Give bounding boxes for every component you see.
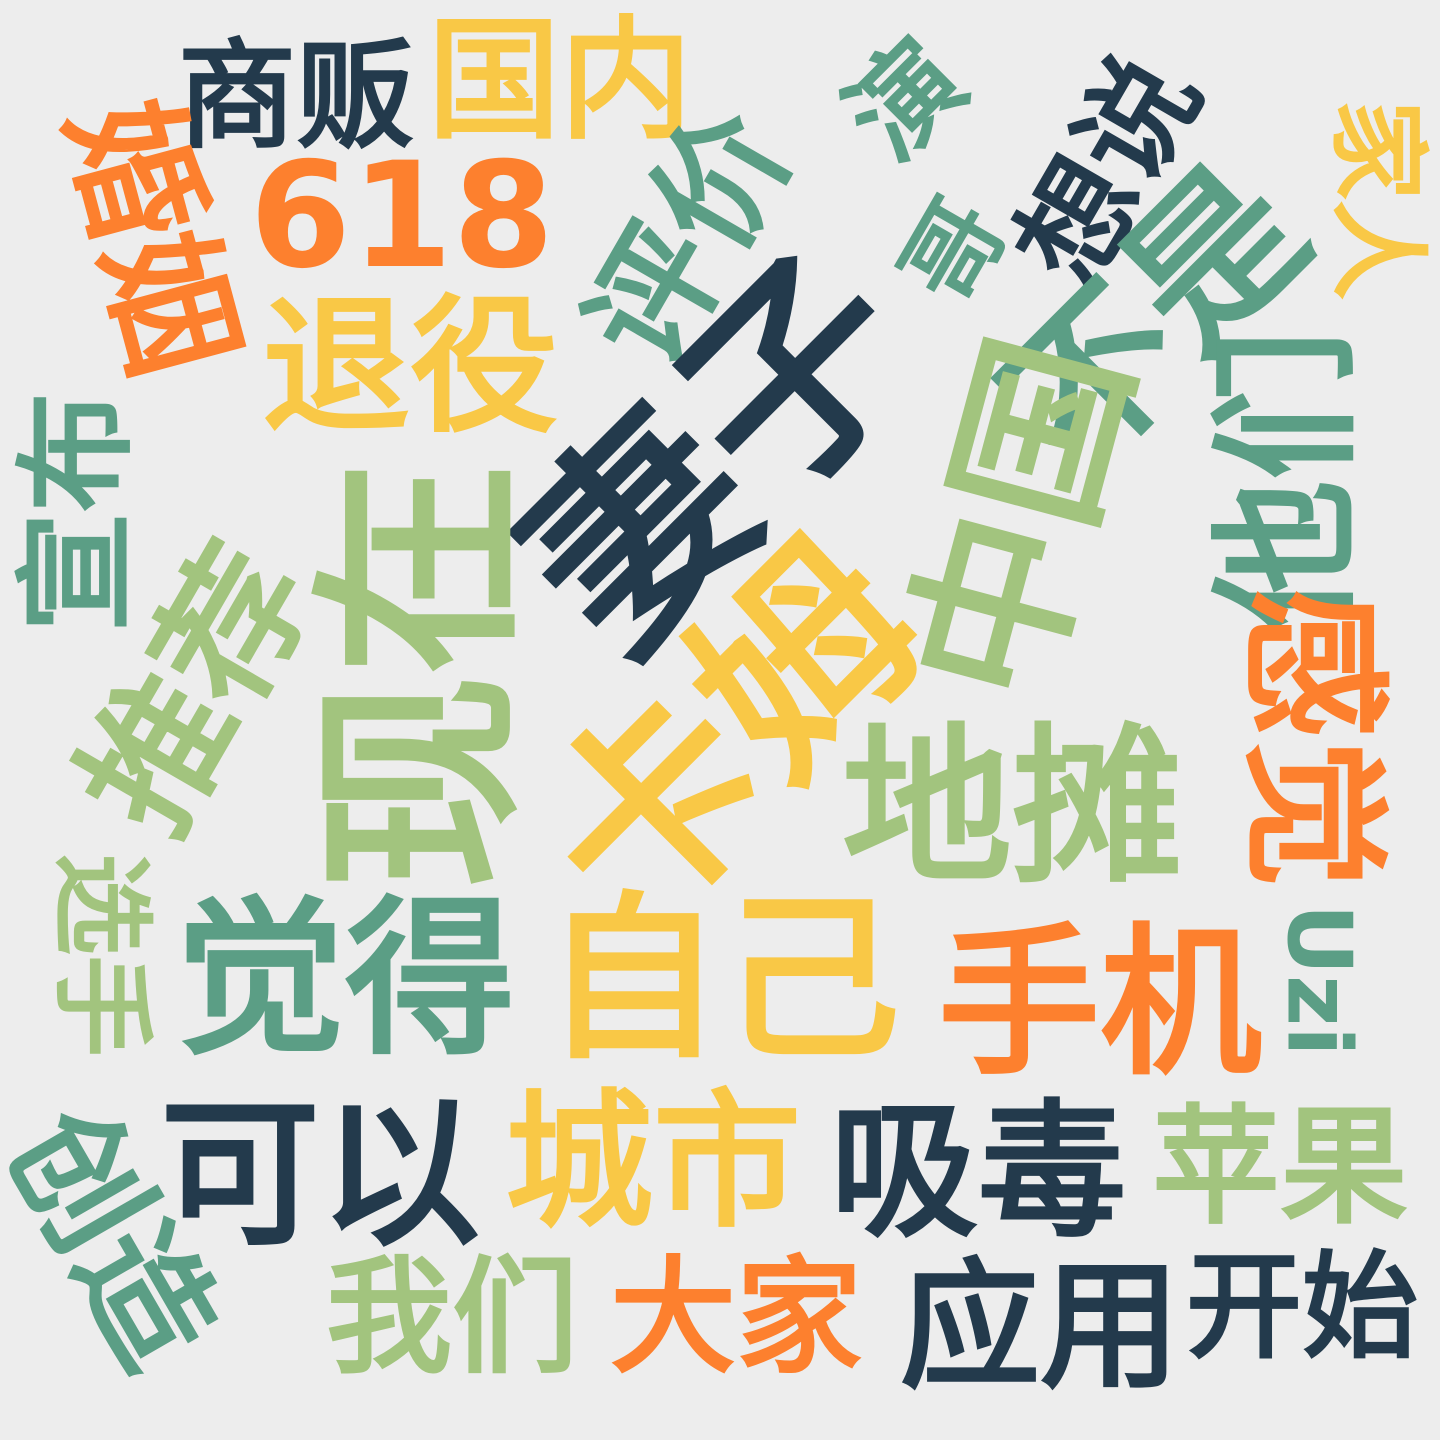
word-uzi: Uzi bbox=[1266, 903, 1370, 1057]
word-ganjue: 感觉 bbox=[1225, 587, 1400, 889]
word-chengshi: 城市 bbox=[505, 1076, 801, 1248]
word-women: 我们 bbox=[326, 1244, 578, 1391]
word-yingyong: 应用 bbox=[900, 1246, 1181, 1409]
word-ditan: 地摊 bbox=[842, 709, 1183, 907]
word-keyi: 可以 bbox=[160, 1081, 481, 1268]
word-pingguo: 苹果 bbox=[1152, 1093, 1409, 1242]
word-shangfan: 商贩 bbox=[178, 27, 415, 165]
word-xuanbu: 宣布 bbox=[8, 392, 147, 632]
word-shouji: 手机 bbox=[938, 910, 1262, 1098]
word-jiaren: 家人 bbox=[1319, 100, 1436, 300]
word-yan: 演 bbox=[821, 15, 991, 185]
word-ge: 哥 bbox=[881, 181, 1029, 323]
word-618: 618 bbox=[249, 131, 555, 301]
word-xianzai: 现在 bbox=[297, 461, 546, 889]
word-xuanshou: 选手 bbox=[41, 853, 160, 1057]
word-juede: 觉得 bbox=[175, 881, 516, 1079]
word-ziji: 自己 bbox=[544, 876, 900, 1083]
word-xidu: 吸毒 bbox=[830, 1086, 1126, 1258]
word-dajia: 大家 bbox=[610, 1244, 862, 1391]
word-guonei: 国内 bbox=[428, 4, 692, 158]
word-tamen: 他们 bbox=[1201, 329, 1376, 631]
word-tuiyi: 退役 bbox=[262, 281, 558, 453]
word-kaishi: 开始 bbox=[1186, 1240, 1418, 1375]
